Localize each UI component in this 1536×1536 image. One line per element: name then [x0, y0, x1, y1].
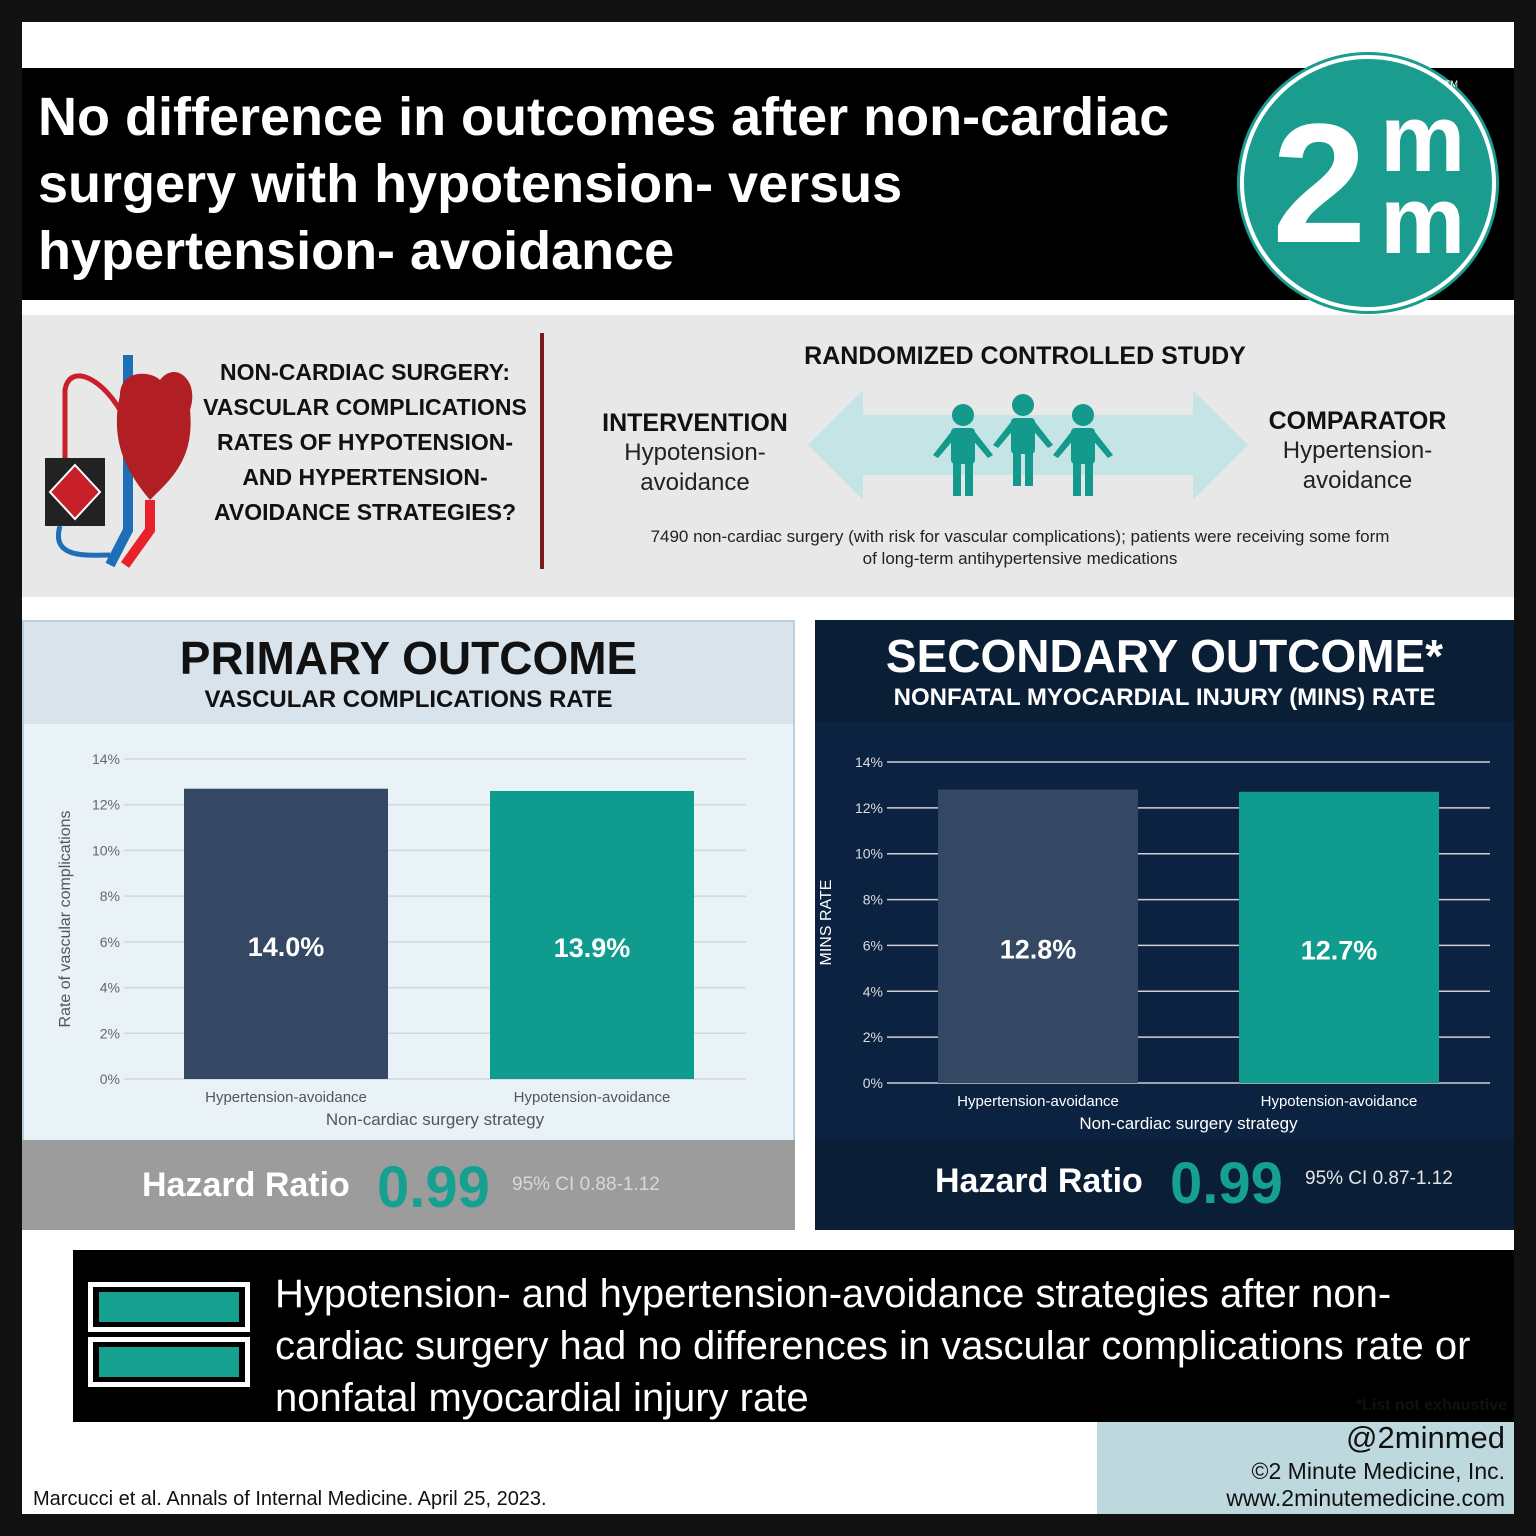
y-axis-label: Rate of vascular complications — [57, 811, 74, 1028]
social-handle[interactable]: @2minmed — [1346, 1420, 1505, 1455]
hr-ci: 95% CI 0.87-1.12 — [1305, 1168, 1453, 1189]
comparator-block: COMPARATOR Hypertension-avoidance — [1255, 406, 1460, 496]
x-tick-label: Hypotension-avoidance — [514, 1089, 671, 1106]
study-section — [22, 315, 1514, 597]
study-question: Non-cardiac surgery: vascular complicati… — [203, 359, 527, 525]
hr-value: 0.99 — [1170, 1151, 1283, 1216]
y-tick-label: 8% — [863, 892, 883, 908]
y-tick-label: 2% — [100, 1025, 120, 1041]
y-tick-label: 14% — [92, 751, 120, 767]
footnote: *List not exhaustive — [1355, 1397, 1507, 1414]
primary-chart: 0% 2% 4% 6% 8% 10% 12% 14% 14.0% Hypertension-avo… — [57, 751, 746, 1129]
page-title: No difference in outcomes after non-card… — [38, 87, 1170, 281]
citation: Marcucci et al. Annals of Internal Medic… — [33, 1488, 547, 1510]
x-tick-label: Hypertension-avoidance — [957, 1093, 1119, 1110]
copyright: ©2 Minute Medicine, Inc. — [1251, 1458, 1505, 1484]
data-label: 12.8% — [1000, 934, 1077, 964]
y-tick-label: 0% — [863, 1075, 883, 1091]
bar — [490, 791, 694, 1079]
secondary-title: SECONDARY OUTCOME* — [885, 630, 1444, 682]
y-tick-label: 12% — [855, 800, 883, 816]
secondary-subtitle: NONFATAL MYOCARDIAL INJURY (MINS) RATE — [893, 684, 1436, 711]
secondary-hazard-ratio: Hazard Ratio 0.99 95% CI 0.87-1.12 — [815, 1140, 1514, 1230]
comparator-label: COMPARATOR — [1268, 407, 1447, 435]
primary-subtitle: VASCULAR COMPLICATIONS RATE — [204, 686, 613, 713]
bar — [1239, 791, 1439, 1083]
x-tick-label: Hypertension-avoidance — [205, 1089, 367, 1106]
x-axis-label: Non-cardiac surgery strategy — [1079, 1114, 1298, 1133]
brand-logo: 2 m m TM — [1240, 55, 1496, 311]
y-tick-label: 6% — [863, 937, 883, 953]
bar — [184, 788, 388, 1079]
secondary-chart: 0% 2% 4% 6% 8% 10% 12% 14% 12.8% Hypertension-avo… — [818, 754, 1490, 1133]
trademark: TM — [1445, 79, 1458, 89]
x-tick-label: Hypotension-avoidance — [1261, 1093, 1418, 1110]
footer-box — [1097, 1422, 1514, 1514]
data-label: 12.7% — [1301, 935, 1378, 965]
heart-bp-icon — [45, 355, 193, 568]
conclusion-text: Hypotension- and hypertension-avoidance … — [275, 1272, 1471, 1420]
divider — [540, 333, 544, 569]
hr-value: 0.99 — [377, 1155, 490, 1220]
hr-label: Hazard Ratio — [935, 1162, 1143, 1200]
primary-outcome-panel: PRIMARY OUTCOME VASCULAR COMPLICATIONS R… — [22, 620, 795, 1230]
study-design: RANDOMIZED CONTROLLED STUDY — [804, 342, 1246, 370]
hr-ci: 95% CI 0.88-1.12 — [512, 1174, 660, 1195]
comparator-value: Hypertension-avoidance — [1282, 437, 1433, 494]
y-tick-label: 8% — [100, 888, 120, 904]
bar — [938, 789, 1138, 1083]
primary-title: PRIMARY OUTCOME — [179, 632, 638, 684]
hr-label: Hazard Ratio — [142, 1166, 350, 1204]
y-tick-label: 4% — [100, 980, 120, 996]
y-tick-label: 10% — [855, 846, 883, 862]
population-text: 7490 non-cardiac surgery (with risk for … — [650, 527, 1390, 568]
y-tick-label: 12% — [92, 797, 120, 813]
data-label: 13.9% — [554, 933, 631, 963]
secondary-outcome-panel: SECONDARY OUTCOME* NONFATAL MYOCARDIAL I… — [815, 620, 1514, 1230]
y-tick-label: 2% — [863, 1029, 883, 1045]
y-axis-label: MINS RATE — [818, 880, 835, 966]
intervention-value: Hypotension-avoidance — [624, 439, 766, 496]
y-tick-label: 10% — [92, 842, 120, 858]
conclusion-bar — [73, 1250, 1514, 1422]
result-icon — [88, 1337, 250, 1387]
double-arrow-people-icon — [808, 390, 1248, 500]
website-link[interactable]: www.2minutemedicine.com — [1226, 1485, 1505, 1511]
intervention-label: INTERVENTION — [602, 409, 788, 437]
y-tick-label: 14% — [855, 754, 883, 770]
primary-hazard-ratio: Hazard Ratio 0.99 95% CI 0.88-1.12 — [22, 1140, 795, 1230]
y-tick-label: 4% — [863, 983, 883, 999]
data-label: 14.0% — [248, 932, 325, 962]
intervention-block: INTERVENTION Hypotension-avoidance — [590, 408, 800, 498]
x-axis-label: Non-cardiac surgery strategy — [326, 1110, 545, 1129]
y-tick-label: 6% — [100, 934, 120, 950]
result-icon — [88, 1282, 250, 1332]
y-tick-label: 0% — [100, 1071, 120, 1087]
